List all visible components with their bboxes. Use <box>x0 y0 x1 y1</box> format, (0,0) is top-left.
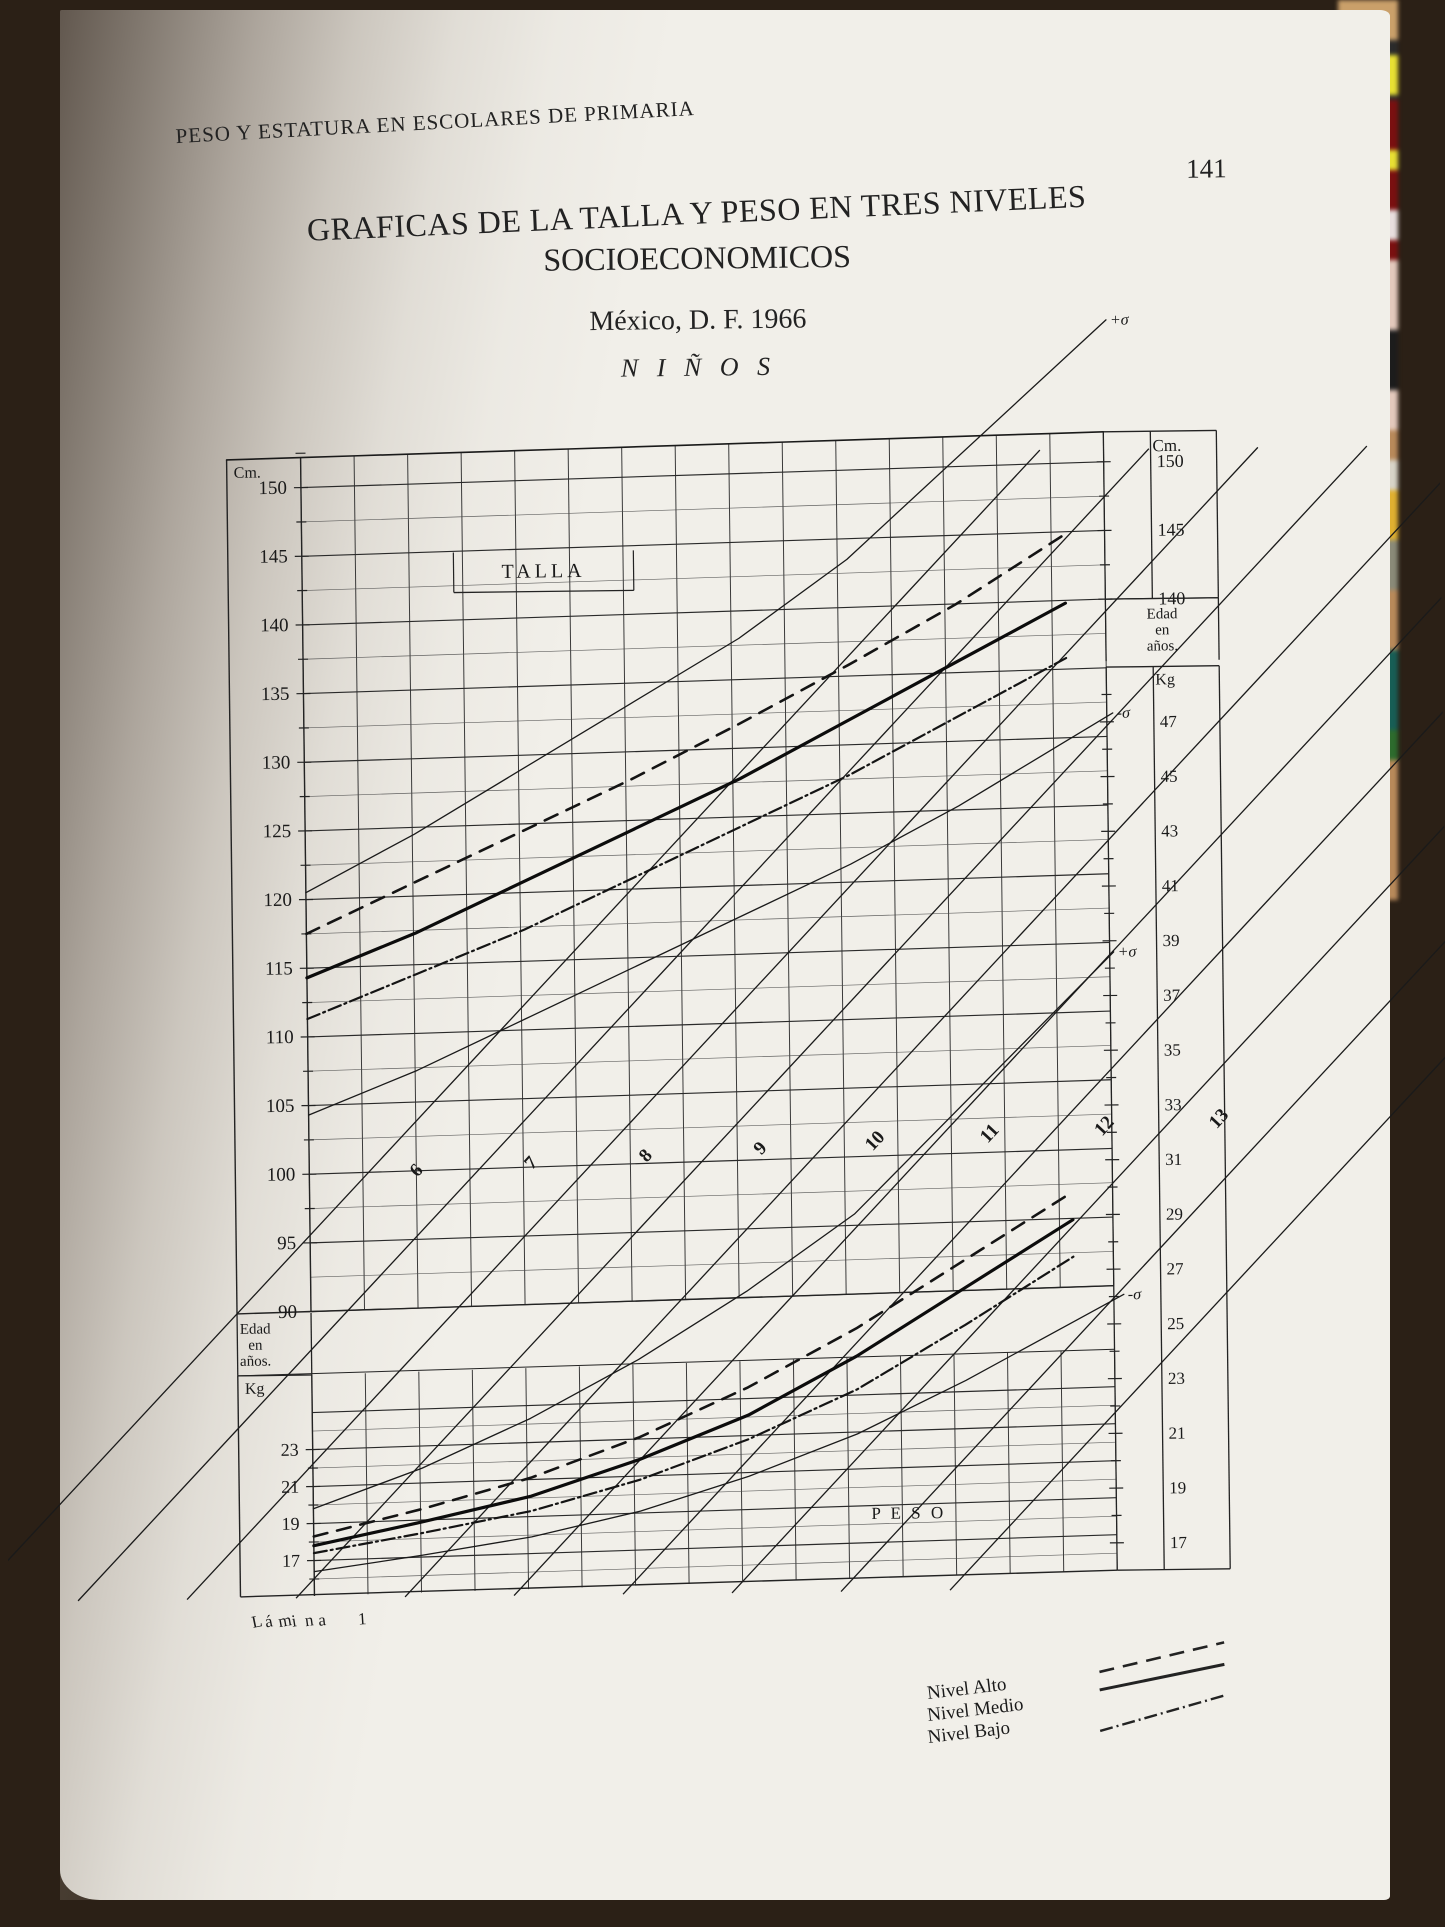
svg-text:27: 27 <box>1166 1259 1184 1278</box>
svg-text:105: 105 <box>266 1096 295 1117</box>
svg-text:47: 47 <box>1160 712 1178 731</box>
svg-text:21: 21 <box>1168 1423 1185 1442</box>
svg-text:150: 150 <box>258 478 287 499</box>
svg-text:37: 37 <box>1163 986 1181 1005</box>
svg-text:a: a <box>317 1610 327 1630</box>
svg-text:11: 11 <box>976 1120 1004 1147</box>
svg-text:Kg: Kg <box>245 1381 265 1398</box>
svg-text:12: 12 <box>1090 1112 1118 1140</box>
svg-text:años.: años. <box>1147 638 1178 654</box>
svg-text:23: 23 <box>1168 1369 1185 1388</box>
svg-text:10: 10 <box>861 1127 889 1155</box>
svg-text:100: 100 <box>267 1164 296 1185</box>
svg-text:25: 25 <box>1167 1314 1184 1333</box>
svg-text:años.: años. <box>240 1353 271 1369</box>
svg-text:Cm.: Cm. <box>234 465 261 482</box>
svg-text:en: en <box>1155 622 1170 638</box>
svg-text:Edad: Edad <box>1147 606 1179 622</box>
svg-text:TALLA: TALLA <box>501 560 585 583</box>
svg-text:140: 140 <box>260 615 289 636</box>
svg-text:29: 29 <box>1166 1205 1183 1224</box>
svg-text:en: en <box>248 1338 263 1354</box>
svg-text:-σ: -σ <box>1117 705 1132 722</box>
svg-text:35: 35 <box>1164 1040 1181 1059</box>
svg-text:95: 95 <box>277 1233 296 1254</box>
svg-text:Kg: Kg <box>1155 671 1175 688</box>
svg-text:á: á <box>263 1611 274 1631</box>
svg-text:130: 130 <box>262 752 291 773</box>
svg-text:125: 125 <box>263 821 292 842</box>
svg-text:Cm.: Cm. <box>1152 436 1181 455</box>
svg-text:P E S O: P E S O <box>871 1503 946 1523</box>
svg-text:-σ: -σ <box>1128 1286 1143 1303</box>
svg-text:17: 17 <box>1170 1533 1188 1552</box>
svg-text:9: 9 <box>750 1138 772 1159</box>
svg-text:120: 120 <box>263 890 292 911</box>
svg-text:Edad: Edad <box>240 1321 272 1337</box>
svg-text:17: 17 <box>282 1551 300 1571</box>
svg-text:21: 21 <box>281 1477 299 1497</box>
svg-text:L: L <box>250 1611 264 1632</box>
svg-text:115: 115 <box>265 958 293 979</box>
svg-text:90: 90 <box>278 1302 297 1323</box>
svg-text:13: 13 <box>1205 1105 1233 1133</box>
svg-text:145: 145 <box>259 546 288 567</box>
svg-text:n: n <box>304 1610 315 1630</box>
svg-text:45: 45 <box>1160 767 1177 786</box>
svg-text:39: 39 <box>1162 931 1179 950</box>
svg-text:+σ: +σ <box>1110 312 1130 329</box>
svg-text:19: 19 <box>281 1514 299 1534</box>
svg-text:110: 110 <box>266 1027 294 1048</box>
svg-text:+σ: +σ <box>1118 944 1138 961</box>
svg-text:19: 19 <box>1169 1478 1186 1497</box>
svg-text:41: 41 <box>1162 876 1179 895</box>
svg-text:23: 23 <box>281 1440 299 1460</box>
svg-text:1: 1 <box>357 1609 367 1629</box>
svg-text:43: 43 <box>1161 821 1178 840</box>
svg-text:135: 135 <box>261 684 290 705</box>
svg-text:31: 31 <box>1165 1150 1182 1169</box>
